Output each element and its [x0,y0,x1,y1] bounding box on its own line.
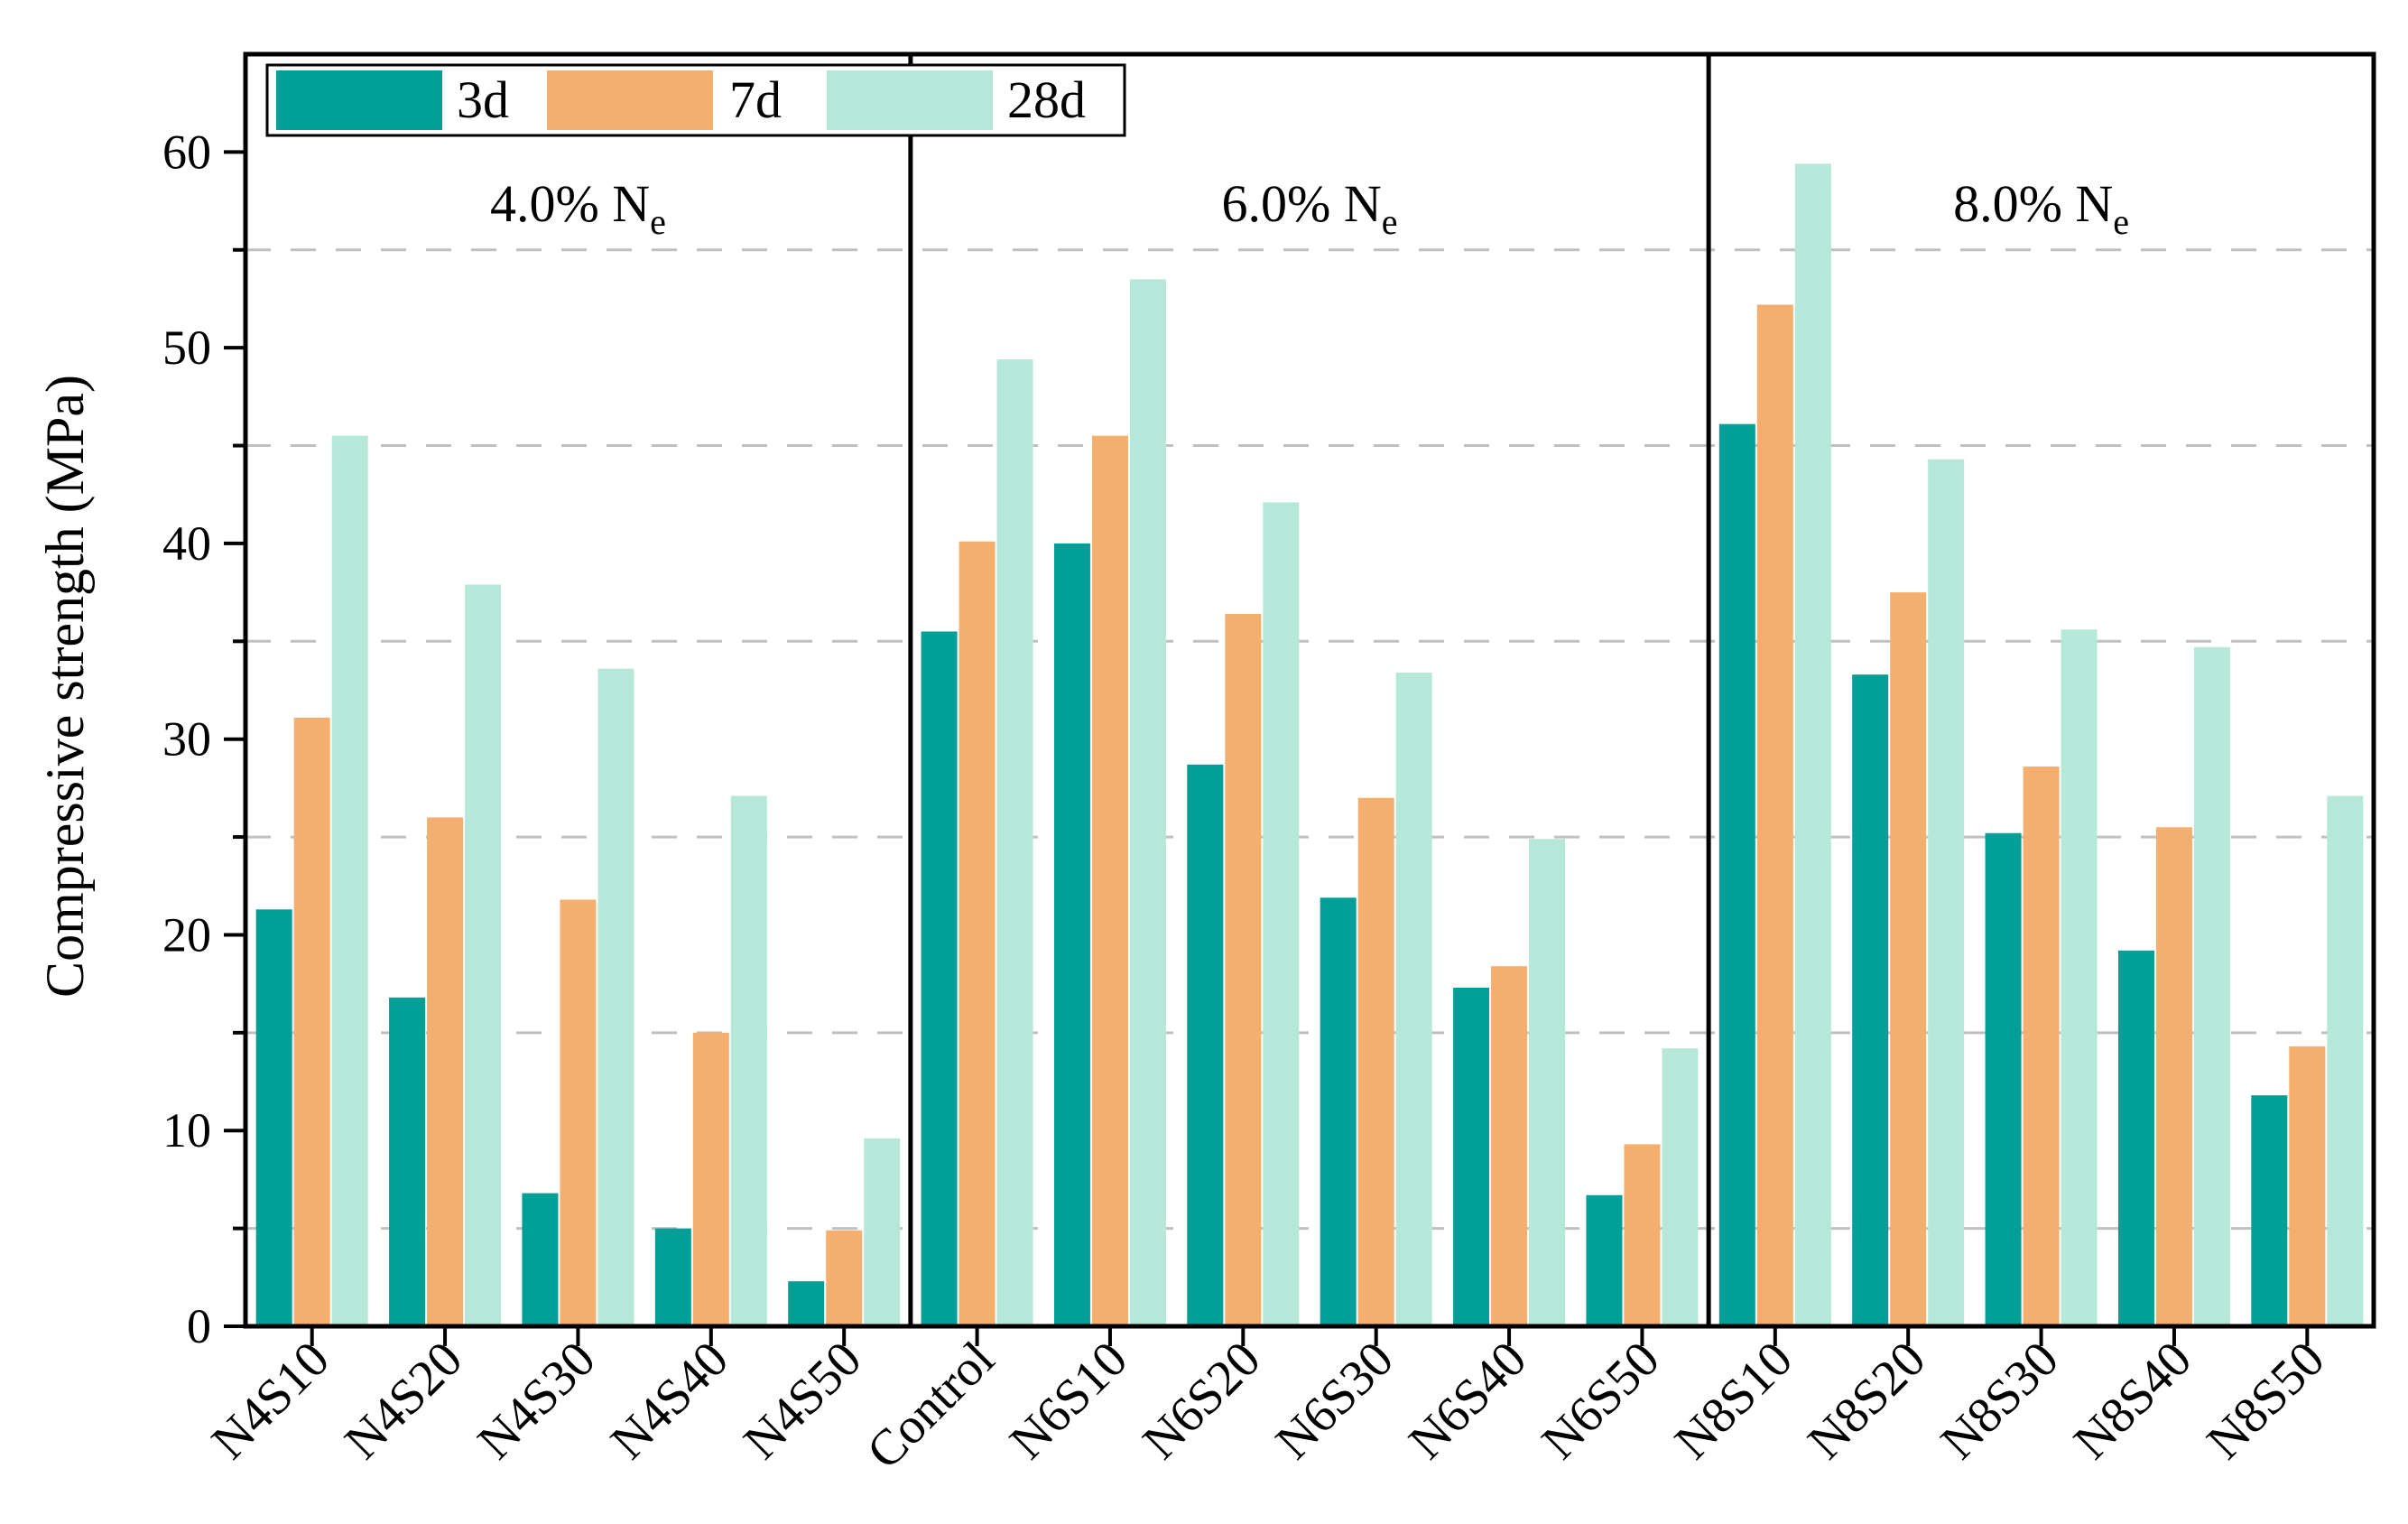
legend: 3d 7d 28d [265,63,1126,137]
legend-swatch-28d [827,70,993,130]
x-tick-label: N4S40 [600,1331,739,1470]
y-tick-label: 10 [162,1103,211,1157]
bar-3d-N4S30 [522,1193,559,1326]
bar-7d-N4S40 [692,1032,729,1326]
bar-3d-N4S50 [788,1281,825,1326]
bar-28d-N4S10 [331,435,368,1326]
bar-7d-N4S30 [560,899,597,1326]
legend-label-28d: 28d [1007,70,1086,129]
panel-label: 4.0% Ne [490,174,666,242]
bar-3d-Control [921,631,958,1326]
panel-label-subscript: e [650,201,666,242]
y-tick-label: 40 [162,516,211,571]
bar-28d-N4S50 [864,1138,901,1326]
bar-7d-N6S40 [1491,966,1528,1326]
bar-28d-Control [996,359,1033,1326]
y-tick-label: 0 [187,1299,211,1353]
bar-28d-N8S10 [1794,163,1831,1327]
panel-label-text: 6.0% N [1222,174,1382,233]
bar-28d-N4S20 [465,584,502,1326]
y-tick-label: 50 [162,321,211,375]
legend-label-7d: 7d [729,70,782,129]
bar-3d-N4S40 [654,1228,691,1326]
bar-7d-N8S20 [1890,592,1927,1326]
bar-3d-N8S10 [1718,423,1755,1326]
axes [243,51,2376,1329]
x-axis-ticks: N4S10N4S20N4S30N4S40N4S50ControlN6S10N6S… [201,1326,2336,1480]
bar-3d-N4S10 [255,909,292,1326]
bar-7d-N8S40 [2155,827,2192,1326]
bar-7d-Control [959,541,996,1326]
bar-3d-N6S40 [1453,987,1490,1326]
bar-3d-N8S40 [2117,950,2154,1326]
x-tick-label: N8S20 [1798,1331,1937,1470]
x-tick-label: N4S50 [734,1331,873,1470]
panel-label: 6.0% Ne [1222,174,1398,242]
x-tick-label: N6S30 [1265,1331,1404,1470]
y-axis-label: Compressive strength (MPa) [35,375,95,998]
y-tick-label: 20 [162,907,211,962]
bar-3d-N6S30 [1320,897,1357,1326]
bar-7d-N6S20 [1225,613,1262,1326]
legend-swatch-7d [547,70,713,130]
x-tick-label: N4S30 [468,1331,607,1470]
bar-7d-N6S10 [1091,435,1128,1326]
panel-label-text: 4.0% N [490,174,650,233]
x-tick-label: N4S20 [334,1331,473,1470]
y-axis-ticks: 0 10 20 30 40 50 60 [162,125,245,1353]
panel-label: 8.0% Ne [1953,174,2129,242]
x-tick-label: N8S10 [1664,1331,1803,1470]
bar-3d-N6S10 [1053,543,1090,1326]
y-tick-label: 60 [162,125,211,179]
bar-28d-N4S40 [730,795,767,1326]
bar-7d-N8S10 [1756,304,1793,1327]
bar-28d-N6S40 [1529,839,1566,1326]
bar-3d-N8S20 [1852,674,1889,1326]
x-tick-label: N4S10 [201,1331,340,1470]
panel-label-subscript: e [1382,201,1398,242]
bar-28d-N6S50 [1662,1048,1699,1326]
bar-28d-N8S20 [1928,459,1965,1327]
panel-label-text: 8.0% N [1953,174,2113,233]
x-tick-label: N8S50 [2197,1331,2336,1470]
x-tick-label: Control [857,1331,1005,1480]
panel-label-subscript: e [2113,201,2129,242]
legend-label-3d: 3d [457,70,509,129]
bar-3d-N8S30 [1985,832,2022,1326]
bar-28d-N8S40 [2193,646,2230,1326]
legend-swatch-3d [276,70,442,130]
plot-frame [243,51,2376,1329]
x-tick-label: N6S40 [1398,1331,1537,1470]
bar-7d-N6S50 [1624,1144,1661,1326]
bar-28d-N4S30 [597,668,634,1326]
bar-3d-N6S20 [1187,764,1224,1326]
panel-labels: 4.0% Ne 6.0% Ne 8.0% Ne [490,174,2129,242]
bar-7d-N6S30 [1357,797,1394,1326]
bar-28d-N6S20 [1263,502,1300,1326]
bar-28d-N8S50 [2327,795,2364,1326]
x-tick-label: N8S40 [2063,1331,2202,1470]
bar-3d-N8S50 [2251,1095,2288,1326]
bar-7d-N8S30 [2023,767,2060,1326]
x-tick-label: N6S10 [999,1331,1138,1470]
bar-7d-N4S20 [427,817,464,1326]
x-tick-label: N6S50 [1532,1331,1671,1470]
bar-7d-N4S10 [293,717,330,1326]
bar-28d-N6S30 [1395,672,1432,1326]
x-tick-label: N8S30 [1931,1331,2070,1470]
bars [255,163,2364,1327]
bar-28d-N6S10 [1129,279,1166,1326]
bar-7d-N4S50 [826,1230,863,1326]
bar-3d-N6S50 [1586,1194,1623,1326]
y-tick-label: 30 [162,712,211,767]
x-tick-label: N6S20 [1133,1331,1272,1470]
bar-28d-N8S30 [2061,629,2098,1326]
bar-3d-N4S20 [389,997,426,1326]
bar-7d-N8S50 [2289,1046,2326,1326]
